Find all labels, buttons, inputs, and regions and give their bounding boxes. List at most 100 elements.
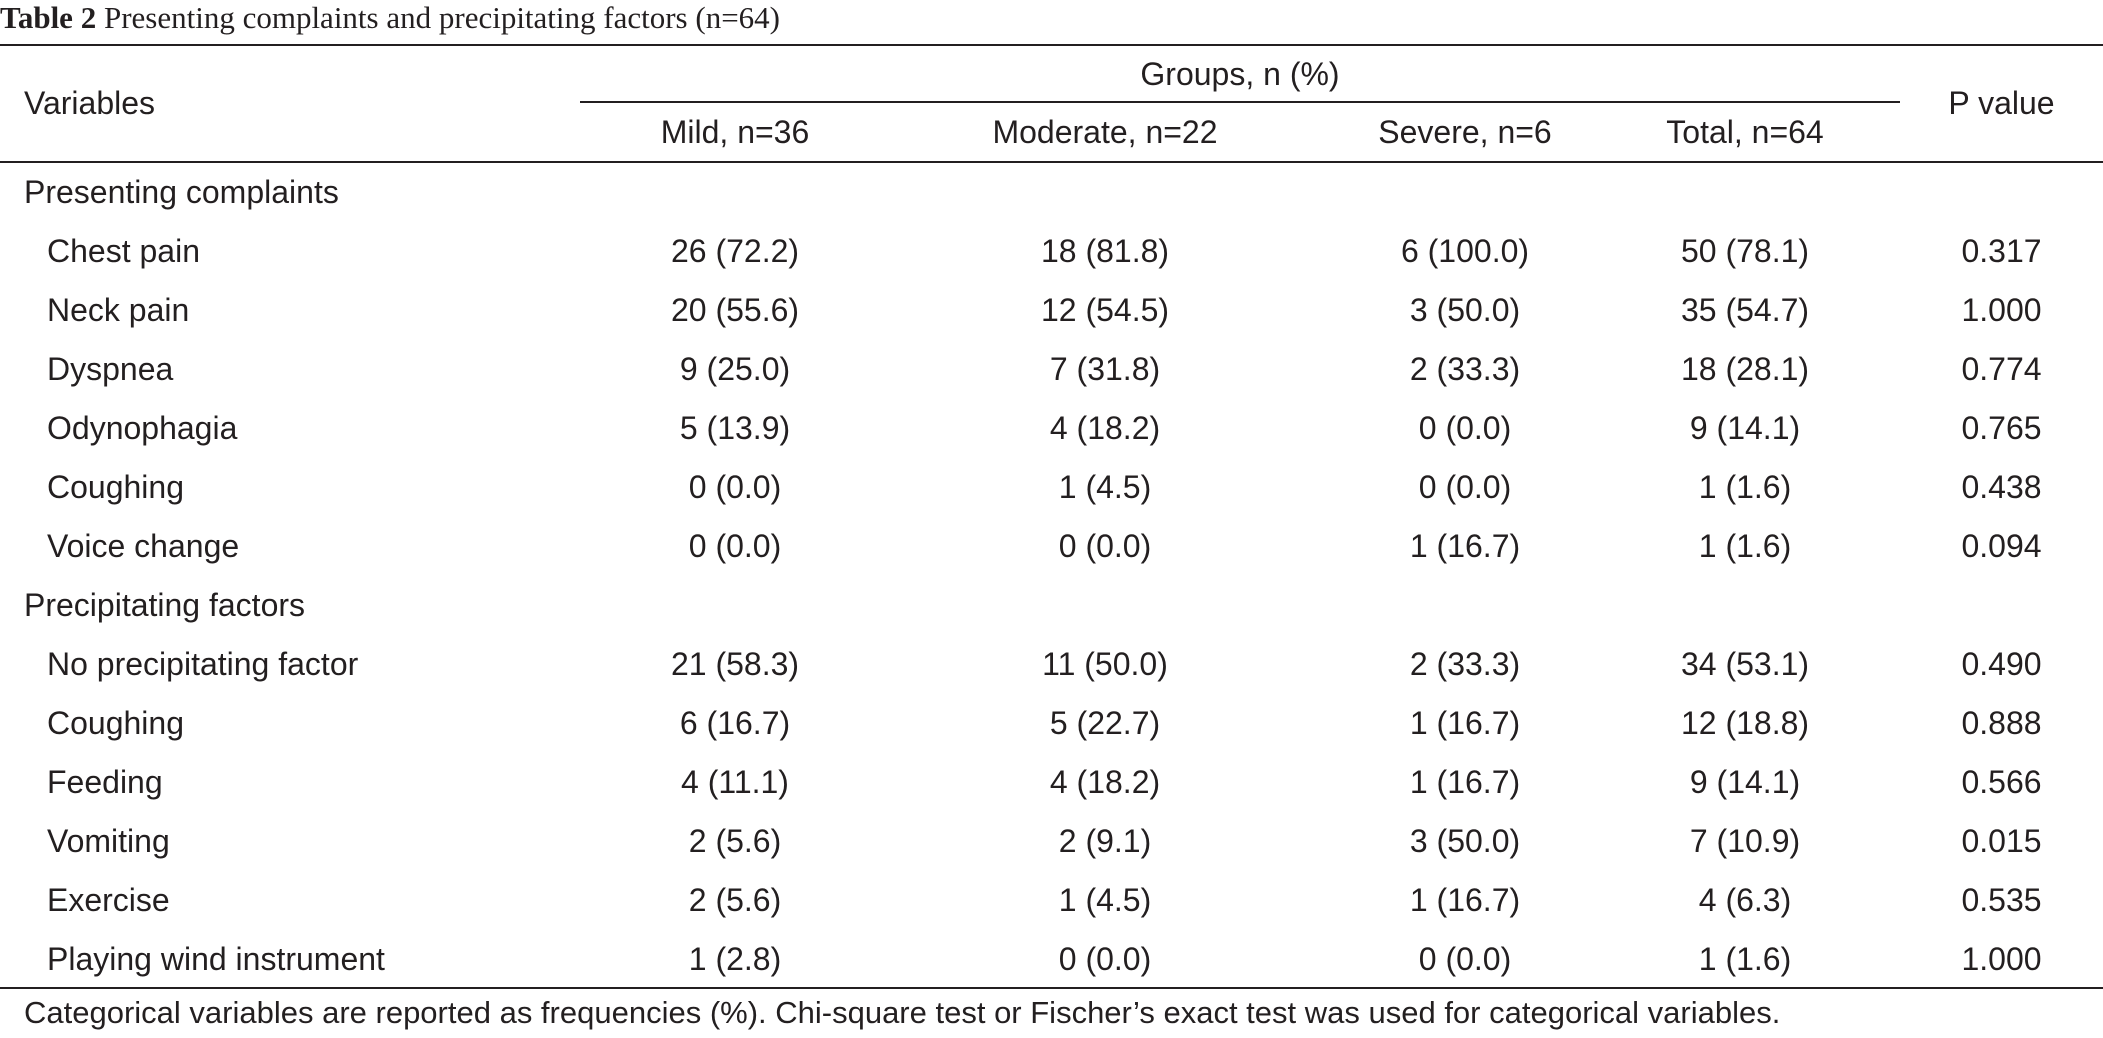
groups-rule [580, 101, 1900, 103]
cell-severe: 1 (16.7) [1409, 528, 1521, 564]
cell-severe: 2 (33.3) [1409, 351, 1521, 387]
table-row: Voice change 0 (0.0) 0 (0.0) 1 (16.7) 1 (1.6… [0, 517, 2103, 576]
cell-severe: 1 (16.7) [1409, 764, 1521, 800]
table-row: Exercise 2 (5.6) 1 (4.5) 1 (16.7) 4 (6.3) 0.5… [0, 871, 2103, 930]
cell-p-value: 0.765 [1961, 410, 2042, 446]
header-p-value: P value [1948, 85, 2055, 121]
cell-p-value: 1.000 [1961, 292, 2042, 328]
cell-moderate: 4 (18.2) [1049, 764, 1161, 800]
table-row: No precipitating factor 21 (58.3) 11 (50.0… [0, 635, 2103, 694]
row-label: Coughing [47, 469, 184, 505]
cell-moderate: 4 (18.2) [1049, 410, 1161, 446]
cell-mild: 0 (0.0) [688, 469, 782, 505]
cell-p-value: 0.774 [1961, 351, 2042, 387]
row-label: Playing wind instrument [47, 941, 385, 977]
cell-mild: 26 (72.2) [670, 233, 800, 269]
row-label: Coughing [47, 705, 184, 741]
table-row: Neck pain 20 (55.6) 12 (54.5) 3 (50.0) 35 (5… [0, 281, 2103, 340]
table-caption: Presenting complaints and precipitating … [103, 0, 781, 35]
row-label: Feeding [47, 764, 163, 800]
table-footnote: Categorical variables are reported as fr… [24, 995, 1781, 1030]
cell-mild: 1 (2.8) [688, 941, 782, 977]
cell-total: 50 (78.1) [1680, 233, 1810, 269]
section-header-row: Precipitating factors [0, 576, 2103, 635]
cell-moderate: 11 (50.0) [1042, 646, 1168, 682]
row-label: Precipitating factors [24, 587, 306, 623]
cell-severe: 0 (0.0) [1418, 469, 1512, 505]
cell-p-value: 0.566 [1961, 764, 2042, 800]
header-mild: Mild, n=36 [660, 114, 810, 150]
cell-mild: 9 (25.0) [679, 351, 791, 387]
cell-total: 9 (14.1) [1689, 410, 1801, 446]
cell-total: 7 (10.9) [1689, 823, 1801, 859]
cell-p-value: 1.000 [1961, 941, 2042, 977]
row-label: Presenting complaints [24, 174, 339, 210]
header-variables: Variables [24, 85, 156, 121]
cell-mild: 20 (55.6) [670, 292, 800, 328]
cell-moderate: 5 (22.7) [1049, 705, 1161, 741]
cell-mild: 21 (58.3) [670, 646, 800, 682]
row-label: Chest pain [47, 233, 200, 269]
cell-moderate: 1 (4.5) [1058, 469, 1152, 505]
cell-total: 35 (54.7) [1680, 292, 1810, 328]
cell-moderate: 7 (31.8) [1049, 351, 1161, 387]
cell-moderate: 12 (54.5) [1040, 292, 1170, 328]
cell-total: 34 (53.1) [1680, 646, 1810, 682]
cell-severe: 1 (16.7) [1409, 882, 1521, 918]
row-label: Odynophagia [47, 410, 238, 446]
cell-severe: 2 (33.3) [1409, 646, 1521, 682]
header-total: Total, n=64 [1666, 114, 1824, 150]
header-severe: Severe, n=6 [1378, 114, 1552, 150]
cell-severe: 6 (100.0) [1400, 233, 1530, 269]
cell-moderate: 2 (9.1) [1058, 823, 1152, 859]
table-row: Chest pain 26 (72.2) 18 (81.8) 6 (100.0) 50 … [0, 222, 2103, 281]
header-groups: Groups, n (%) [1140, 56, 1340, 92]
header-moderate: Moderate, n=22 [992, 114, 1218, 150]
cell-p-value: 0.094 [1961, 528, 2042, 564]
cell-mild: 2 (5.6) [688, 882, 782, 918]
cell-p-value: 0.317 [1961, 233, 2042, 269]
table-row: Coughing 0 (0.0) 1 (4.5) 0 (0.0) 1 (1.6) 0.43… [0, 458, 2103, 517]
cell-mild: 5 (13.9) [679, 410, 791, 446]
table-row: Dyspnea 9 (25.0) 7 (31.8) 2 (33.3) 18 (28.1)… [0, 340, 2103, 399]
table-row: Feeding 4 (11.1) 4 (18.2) 1 (16.7) 9 (14.1) 0… [0, 753, 2103, 812]
cell-moderate: 0 (0.0) [1058, 528, 1152, 564]
cell-mild: 4 (11.1) [681, 764, 789, 800]
table-row: Odynophagia 5 (13.9) 4 (18.2) 0 (0.0) 9 (14.… [0, 399, 2103, 458]
section-header-row: Presenting complaints [0, 163, 2103, 222]
cell-p-value: 0.888 [1961, 705, 2042, 741]
row-label: Vomiting [47, 823, 170, 859]
row-label: No precipitating factor [47, 646, 359, 682]
table-number: Table 2 [0, 0, 97, 35]
bottom-rule [0, 987, 2103, 989]
cell-p-value: 0.438 [1961, 469, 2042, 505]
cell-p-value: 0.015 [1961, 823, 2042, 859]
table-body: Presenting complaints Chest pain 26 (72.2)… [0, 163, 2103, 989]
row-label: Dyspnea [47, 351, 174, 387]
row-label: Exercise [47, 882, 170, 918]
cell-mild: 6 (16.7) [679, 705, 791, 741]
table-row: Vomiting 2 (5.6) 2 (9.1) 3 (50.0) 7 (10.9) 0.… [0, 812, 2103, 871]
table-row: Coughing 6 (16.7) 5 (22.7) 1 (16.7) 12 (18.8… [0, 694, 2103, 753]
cell-total: 1 (1.6) [1698, 941, 1792, 977]
row-label: Voice change [47, 528, 240, 564]
cell-mild: 2 (5.6) [688, 823, 782, 859]
cell-severe: 3 (50.0) [1409, 292, 1521, 328]
cell-severe: 0 (0.0) [1418, 410, 1512, 446]
cell-severe: 0 (0.0) [1418, 941, 1512, 977]
cell-moderate: 1 (4.5) [1058, 882, 1152, 918]
cell-p-value: 0.490 [1961, 646, 2042, 682]
header-rule [0, 161, 2103, 163]
cell-total: 9 (14.1) [1689, 764, 1801, 800]
cell-total: 12 (18.8) [1680, 705, 1810, 741]
cell-moderate: 0 (0.0) [1058, 941, 1152, 977]
table-row: Playing wind instrument 1 (2.8) 0 (0.0) 0 (… [0, 930, 2103, 989]
cell-severe: 1 (16.7) [1409, 705, 1521, 741]
cell-p-value: 0.535 [1961, 882, 2042, 918]
cell-severe: 3 (50.0) [1409, 823, 1521, 859]
cell-total: 1 (1.6) [1698, 528, 1792, 564]
row-label: Neck pain [47, 292, 190, 328]
table-title: Table 2 Presenting complaints and precip… [0, 0, 780, 40]
cell-total: 4 (6.3) [1698, 882, 1792, 918]
cell-mild: 0 (0.0) [688, 528, 782, 564]
